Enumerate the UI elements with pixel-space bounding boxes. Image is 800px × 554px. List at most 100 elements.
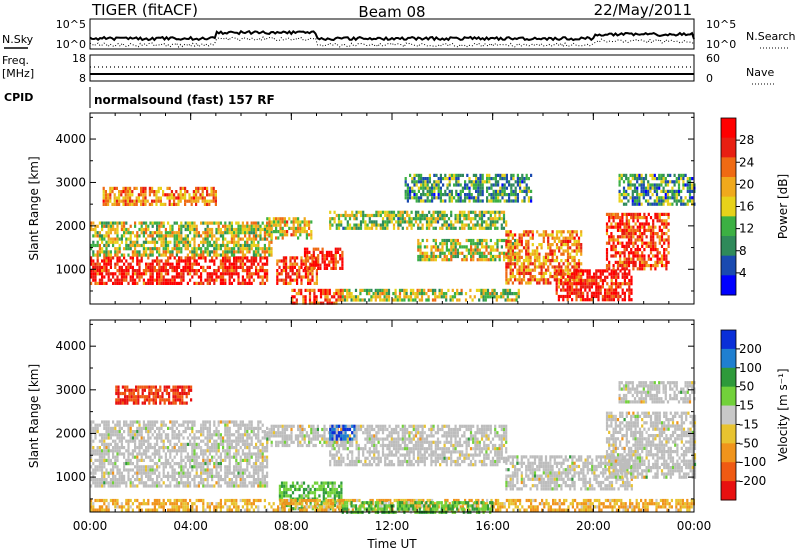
- y-tick-label: 2000: [55, 426, 86, 440]
- x-tick-label: 00:00: [73, 519, 108, 533]
- nsky-tick-top: 10^5: [56, 18, 86, 31]
- colorbar-swatch: [721, 177, 736, 198]
- echo-band-12: [605, 212, 670, 271]
- colorbar-tick-label: 50: [739, 380, 754, 394]
- nsearch-tick-bottom: 10^0: [706, 38, 736, 51]
- echo-band-3: [266, 217, 313, 240]
- echo-band-2: [102, 186, 217, 206]
- x-tick-label: 08:00: [274, 519, 309, 533]
- freq-tick-bottom: 8: [79, 72, 86, 85]
- echo-band-0: [90, 420, 269, 488]
- colorbar-tick-label: 15: [739, 399, 754, 413]
- colorbar-swatch: [721, 405, 736, 425]
- echo-band-6: [291, 288, 342, 305]
- colorbar-swatch: [721, 275, 736, 296]
- colorbar-swatch: [721, 255, 736, 276]
- colorbar-tick-label: 16: [739, 200, 754, 214]
- x-tick-label: 04:00: [173, 519, 208, 533]
- echo-cells: [90, 173, 696, 305]
- nave-tick-top: 60: [706, 52, 720, 65]
- colorbar-swatch: [721, 137, 736, 158]
- colorbar-tick-label: 100: [739, 361, 762, 375]
- echo-cells: [90, 381, 697, 514]
- y-tick-label: 4000: [55, 132, 86, 146]
- colorbar-tick-label: -200: [739, 474, 766, 488]
- colorbar-swatch: [721, 118, 736, 139]
- echo-band-5: [90, 498, 695, 512]
- y-tick-label: 1000: [55, 262, 86, 276]
- colorbar-tick-label: -15: [739, 417, 759, 431]
- colorbar-tick-label: 8: [739, 244, 747, 258]
- echo-band-14: [404, 173, 533, 203]
- echo-band-13: [618, 173, 696, 206]
- colorbar-swatch: [721, 443, 736, 463]
- nsky-trace: [89, 29, 695, 42]
- colorbar-swatch: [721, 330, 736, 350]
- echo-band-4: [329, 424, 356, 441]
- echo-band-8: [417, 238, 519, 262]
- colorbar-title: Power [dB]: [776, 174, 790, 239]
- colorbar-swatch: [721, 348, 736, 369]
- x-tick-label: 12:00: [375, 519, 410, 533]
- velocity-colorbar: 200 100 50 15 -15 -50 -100 -200 Velocity [m s⁻¹]: [720, 329, 790, 501]
- colorbar-swatch: [721, 424, 736, 444]
- colorbar-tick-label: 200: [739, 342, 762, 356]
- y-tick-label: 3000: [55, 175, 86, 189]
- velocity-panel: 1000 2000 3000 4000 00:00 04:00 08:00 12:00 16:0…: [27, 319, 712, 533]
- y-axis-title: Slant Range [km]: [27, 156, 41, 260]
- echo-band-3: [329, 424, 508, 467]
- nave-tick-bottom: 0: [706, 72, 713, 85]
- echo-band-11: [555, 269, 633, 302]
- y-tick-label: 1000: [55, 470, 86, 484]
- colorbar-swatch: [721, 462, 736, 482]
- colorbar-tick-label: -100: [739, 455, 766, 469]
- freq-label-2: [MHz]: [2, 67, 34, 80]
- y-tick-label: 2000: [55, 219, 86, 233]
- colorbar-tick-label: 20: [739, 177, 754, 191]
- colorbar-swatch: [721, 196, 736, 217]
- power-panel: 1000 2000 3000 4000 Slant Range [km]: [27, 112, 696, 305]
- nsearch-label: N.Search: [746, 30, 796, 43]
- nsky-label: N.Sky: [2, 33, 34, 46]
- x-tick-label: 00:00: [677, 519, 712, 533]
- colorbar-tick-label: 12: [739, 222, 754, 236]
- nsky-tick-bottom: 10^0: [56, 38, 86, 51]
- echo-band-7: [329, 210, 508, 230]
- echo-band-6: [115, 385, 193, 405]
- colorbar-swatch: [721, 216, 736, 237]
- cpid-label: CPID: [4, 91, 33, 104]
- power-colorbar: 4 8 12 16 20 24 28 Power [dB]: [720, 117, 790, 296]
- echo-band-9: [618, 381, 696, 404]
- x-axis-title: Time UT: [366, 537, 417, 551]
- date-label: 22/May/2011: [594, 1, 692, 19]
- radar-title: TIGER (fitACF): [91, 1, 198, 19]
- colorbar-swatch: [721, 386, 736, 407]
- freq-label-1: Freq.: [2, 54, 29, 67]
- colorbar-swatch: [721, 236, 736, 257]
- cpid-value: normalsound (fast) 157 RF: [94, 93, 275, 107]
- x-tick-label: 20:00: [576, 519, 611, 533]
- nsearch-tick-top: 10^5: [706, 18, 736, 31]
- y-axis-title: Slant Range [km]: [27, 364, 41, 468]
- colorbar-swatch: [721, 367, 736, 388]
- colorbar-tick-label: 4: [739, 266, 747, 280]
- x-tick-label: 16:00: [475, 519, 510, 533]
- colorbar-tick-label: 24: [739, 155, 754, 169]
- colorbar-swatch: [721, 481, 736, 501]
- echo-band-0: [90, 256, 269, 285]
- beam-label: Beam 08: [358, 3, 425, 21]
- colorbar-swatch: [721, 157, 736, 178]
- freq-strip: [89, 54, 695, 82]
- nsky-strip: [89, 18, 695, 50]
- freq-tick-top: 18: [72, 52, 86, 65]
- colorbar-title: Velocity [m s⁻¹]: [776, 368, 790, 461]
- echo-band-5: [303, 247, 344, 270]
- y-tick-label: 4000: [55, 339, 86, 353]
- colorbar-tick-label: -50: [739, 436, 759, 450]
- nave-label: Nave: [746, 66, 774, 79]
- echo-band-9: [341, 288, 520, 302]
- echo-band-8: [605, 411, 697, 479]
- colorbar-tick-label: 28: [739, 133, 754, 147]
- y-tick-label: 3000: [55, 383, 86, 397]
